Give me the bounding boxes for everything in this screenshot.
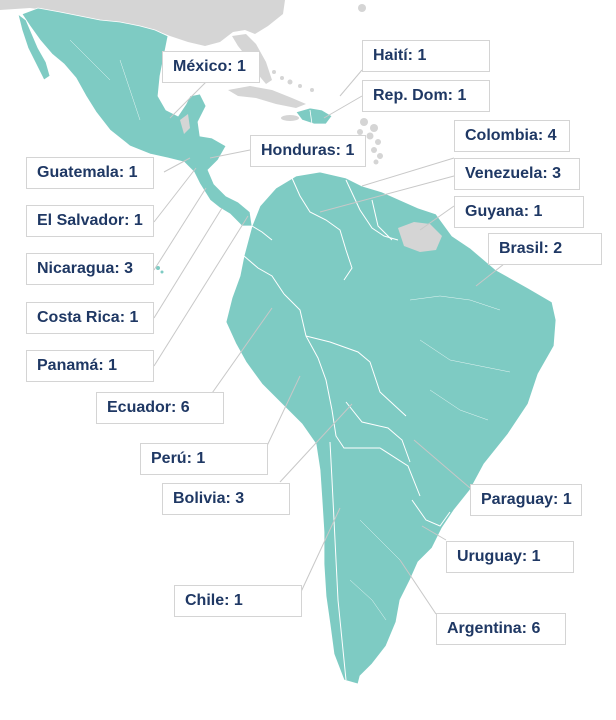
label-guatemala: Guatemala: 1 <box>26 157 154 189</box>
label-chile: Chile: 1 <box>174 585 302 617</box>
label-el-salvador: El Salvador: 1 <box>26 205 154 237</box>
label-mexico: México: 1 <box>162 51 260 83</box>
south-america-landmass <box>225 171 557 685</box>
mexico-central-america-landmass <box>21 7 253 227</box>
label-colombia: Colombia: 4 <box>454 120 570 152</box>
leader-lines <box>153 69 505 615</box>
galapagos-islands <box>156 266 164 274</box>
hispaniola <box>295 107 333 125</box>
label-bolivia: Bolivia: 3 <box>162 483 290 515</box>
label-paraguay: Paraguay: 1 <box>470 484 582 516</box>
baja-california <box>17 13 51 81</box>
label-haiti: Haití: 1 <box>362 40 490 72</box>
french-guiana <box>398 222 442 252</box>
state-borders <box>69 39 511 621</box>
belize <box>180 114 190 134</box>
label-guyana: Guyana: 1 <box>454 196 584 228</box>
bahamas <box>272 4 366 92</box>
label-costa-rica: Costa Rica: 1 <box>26 302 154 334</box>
usa-landmass <box>0 0 285 46</box>
label-uruguay: Uruguay: 1 <box>446 541 574 573</box>
label-venezuela: Venezuela: 3 <box>454 158 580 190</box>
label-brasil: Brasil: 2 <box>488 233 602 265</box>
label-honduras: Honduras: 1 <box>250 135 366 167</box>
jamaica <box>281 115 299 121</box>
label-ecuador: Ecuador: 6 <box>96 392 224 424</box>
cuba <box>228 86 306 108</box>
label-panama: Panamá: 1 <box>26 350 154 382</box>
label-peru: Perú: 1 <box>140 443 268 475</box>
label-argentina: Argentina: 6 <box>436 613 566 645</box>
label-rep-dom: Rep. Dom: 1 <box>362 80 490 112</box>
label-nicaragua: Nicaragua: 3 <box>26 253 154 285</box>
lesser-antilles <box>357 118 383 165</box>
country-borders <box>243 177 451 681</box>
